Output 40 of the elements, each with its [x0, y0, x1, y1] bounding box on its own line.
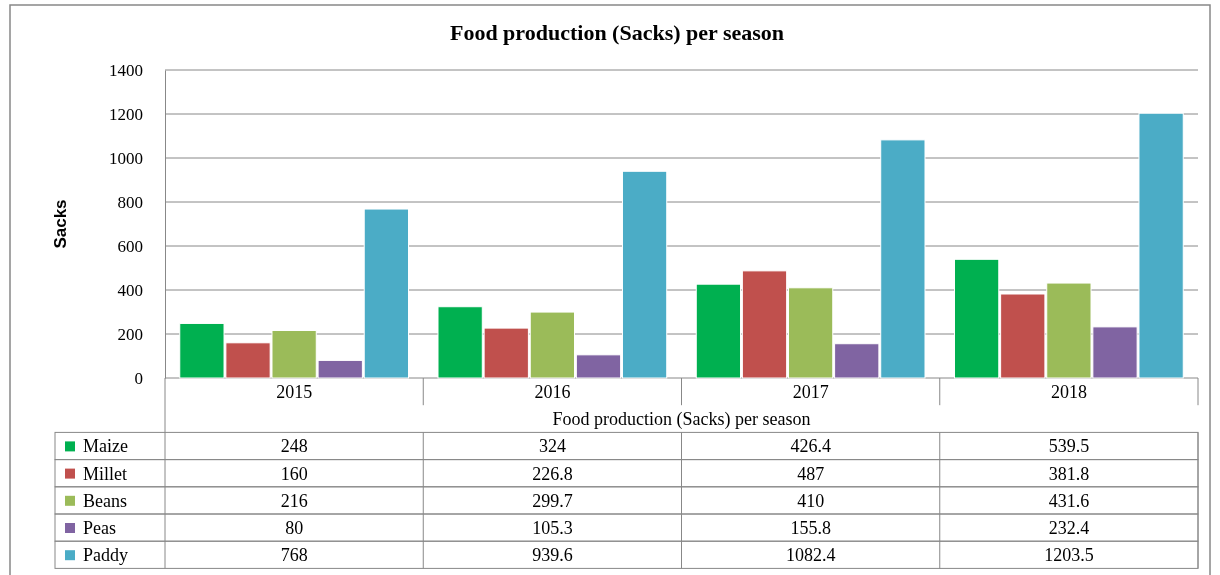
- data-label: 232.4: [1048, 518, 1090, 538]
- y-tick-label: 800: [117, 192, 143, 212]
- x-tick-label: 2016: [534, 382, 571, 402]
- data-label: 487: [797, 463, 825, 484]
- data-label: 1082.4: [785, 545, 836, 566]
- legend-label: Maize: [83, 436, 128, 457]
- data-label: 299.7: [532, 490, 573, 511]
- data-label: 248: [280, 436, 308, 457]
- data-label: 939.6: [532, 545, 573, 566]
- x-axis-title: Food production (Sacks) per season: [552, 409, 811, 431]
- y-tick-label: 1400: [109, 60, 143, 80]
- chart-title: Food production (Sacks) per season: [449, 20, 785, 45]
- data-label: 80: [285, 518, 304, 538]
- y-tick-label: 600: [117, 236, 143, 256]
- data-label: 160: [280, 463, 308, 484]
- data-label: 381.8: [1048, 463, 1090, 484]
- data-label: 324: [538, 436, 566, 457]
- y-tick-label: 1200: [109, 104, 143, 124]
- legend-label: Millet: [83, 463, 127, 484]
- x-tick-label: 2017: [792, 382, 829, 402]
- data-label: 216: [280, 490, 308, 511]
- y-tick-label: 200: [117, 324, 143, 344]
- data-label: 539.5: [1048, 436, 1090, 457]
- data-label: 426.4: [790, 436, 831, 457]
- x-tick-label: 2015: [276, 382, 313, 402]
- legend-label: Paddy: [83, 545, 128, 566]
- data-label: 105.3: [532, 518, 573, 538]
- data-label: 1203.5: [1044, 545, 1094, 566]
- legend-label: Beans: [83, 490, 127, 511]
- data-label: 431.6: [1048, 490, 1090, 511]
- data-label: 155.8: [790, 518, 831, 538]
- legend-label: Peas: [83, 518, 116, 538]
- x-tick-label: 2018: [1050, 382, 1087, 402]
- y-tick-label: 1000: [109, 148, 143, 168]
- y-axis-title: Sacks: [51, 199, 70, 249]
- y-tick-label: 0: [134, 368, 143, 388]
- data-label: 410: [797, 490, 825, 511]
- data-label: 768: [280, 545, 308, 566]
- data-label: 226.8: [532, 463, 573, 484]
- y-tick-label: 400: [117, 280, 143, 300]
